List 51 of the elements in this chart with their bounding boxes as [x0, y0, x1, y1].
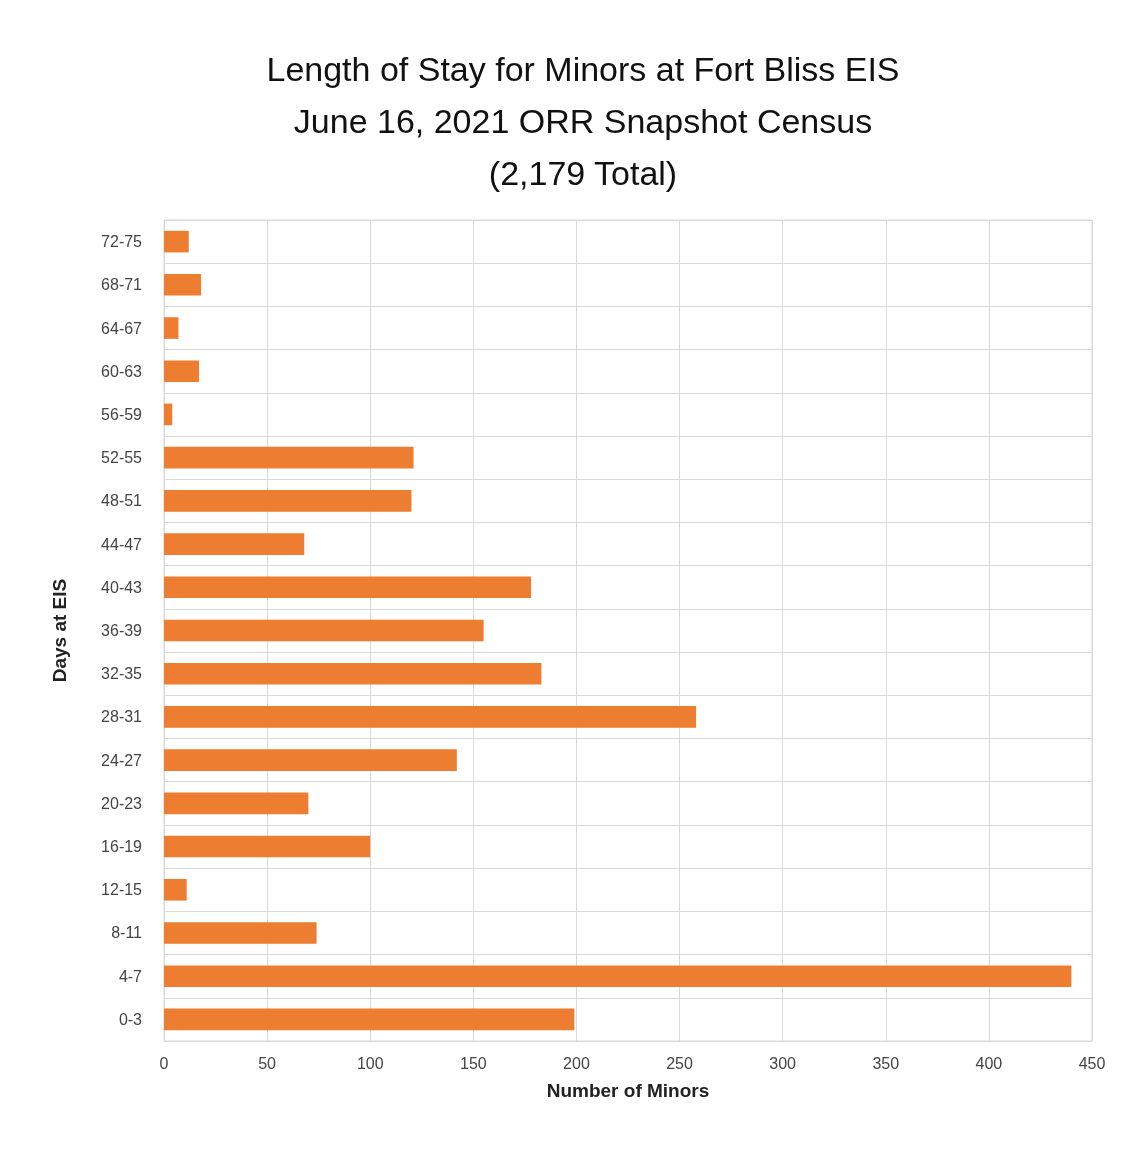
y-tick-label: 0-3 — [118, 1010, 143, 1028]
bar — [164, 533, 305, 555]
chart-title: Length of Stay for Minors at Fort Bliss EIS June 16, 2021 ORR Snapshot Census (2,179 Total) — [266, 50, 900, 192]
x-tick-label: 400 — [975, 1054, 1003, 1072]
y-tick-label: 36-39 — [101, 622, 143, 639]
x-axis-title: Number of Minors — [546, 1080, 710, 1101]
y-tick-label: 72-75 — [101, 233, 143, 251]
bar — [164, 360, 200, 383]
bar — [164, 662, 542, 685]
bar — [164, 230, 189, 253]
y-tick-label: 64-67 — [101, 319, 143, 337]
y-tick-label: 56-59 — [101, 405, 143, 423]
y-tick-label: 48-51 — [101, 492, 143, 510]
bar — [164, 446, 414, 469]
y-tick-label: 44-47 — [101, 535, 143, 553]
bar — [164, 835, 371, 858]
bar — [164, 317, 179, 339]
bar — [164, 576, 532, 599]
y-tick-label: 40-43 — [101, 578, 143, 596]
bar — [164, 403, 173, 426]
bar — [164, 619, 484, 642]
bar — [164, 965, 1072, 987]
x-tick-label: 150 — [459, 1054, 487, 1072]
bar — [164, 706, 697, 728]
bar — [164, 490, 412, 512]
y-tick-label: 52-55 — [101, 449, 143, 467]
y-tick-label: 16-19 — [101, 838, 143, 856]
bar — [164, 274, 202, 296]
y-tick-label: 32-35 — [101, 665, 143, 683]
bar — [164, 878, 187, 901]
x-tick-label: 450 — [1078, 1054, 1106, 1072]
y-tick-label: 60-63 — [101, 362, 143, 380]
y-tick-label: 4-7 — [118, 967, 143, 985]
bar — [164, 922, 317, 944]
y-tick-label: 28-31 — [101, 708, 143, 726]
y-axis-title: Days at EIS — [49, 578, 70, 683]
x-tick-label: 0 — [159, 1054, 169, 1072]
bar — [164, 792, 309, 815]
x-tick-label: 250 — [666, 1054, 693, 1072]
x-tick-label: 200 — [563, 1054, 590, 1072]
y-tick-label: 8-11 — [111, 924, 143, 942]
y-tick-label: 20-23 — [101, 794, 143, 812]
x-tick-label: 350 — [872, 1054, 900, 1072]
bar — [164, 749, 457, 771]
y-tick-label: 24-27 — [101, 751, 143, 769]
bar — [164, 1008, 575, 1031]
x-tick-label: 100 — [356, 1054, 384, 1072]
y-tick-label: 68-71 — [101, 276, 143, 294]
y-tick-label: 12-15 — [101, 881, 143, 899]
x-tick-label: 300 — [769, 1054, 797, 1072]
x-tick-label: 50 — [258, 1054, 277, 1072]
